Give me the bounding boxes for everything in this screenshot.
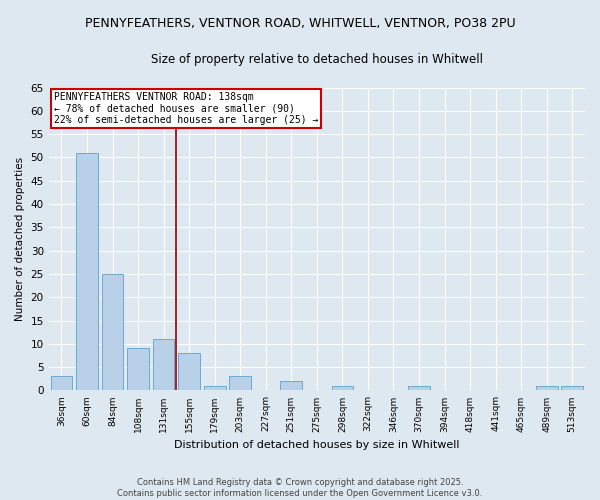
Text: Contains HM Land Registry data © Crown copyright and database right 2025.
Contai: Contains HM Land Registry data © Crown c… <box>118 478 482 498</box>
Bar <box>536 386 557 390</box>
Bar <box>50 376 72 390</box>
Bar <box>76 152 98 390</box>
Bar <box>153 339 175 390</box>
Bar <box>101 274 124 390</box>
Y-axis label: Number of detached properties: Number of detached properties <box>15 157 25 321</box>
Bar <box>229 376 251 390</box>
Bar <box>178 353 200 391</box>
Bar <box>204 386 226 390</box>
Bar <box>280 381 302 390</box>
X-axis label: Distribution of detached houses by size in Whitwell: Distribution of detached houses by size … <box>174 440 460 450</box>
Bar <box>408 386 430 390</box>
Text: PENNYFEATHERS VENTNOR ROAD: 138sqm
← 78% of detached houses are smaller (90)
22%: PENNYFEATHERS VENTNOR ROAD: 138sqm ← 78%… <box>54 92 319 125</box>
Bar <box>332 386 353 390</box>
Text: PENNYFEATHERS, VENTNOR ROAD, WHITWELL, VENTNOR, PO38 2PU: PENNYFEATHERS, VENTNOR ROAD, WHITWELL, V… <box>85 18 515 30</box>
Bar <box>127 348 149 391</box>
Title: Size of property relative to detached houses in Whitwell: Size of property relative to detached ho… <box>151 52 483 66</box>
Bar <box>562 386 583 390</box>
